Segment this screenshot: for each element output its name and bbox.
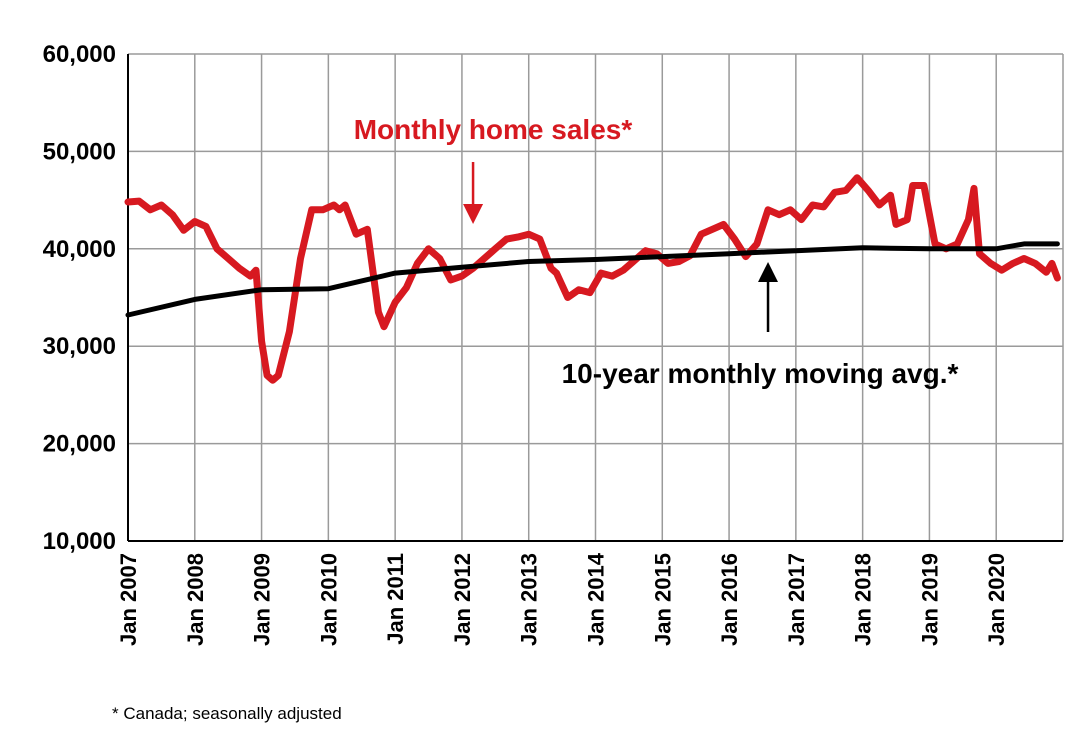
x-tick-label: Jan 2014 [584, 552, 609, 646]
annotation-layer: Monthly home sales* 10-year monthly movin… [354, 114, 959, 389]
y-tick-label: 20,000 [43, 431, 116, 458]
axis-layer: 10,000 20,000 30,000 40,000 50,000 60,000 Jan … [43, 41, 1063, 646]
x-tick-label: Jan 2009 [250, 553, 275, 646]
series-layer [124, 174, 1061, 384]
x-tick-label: Jan 2018 [851, 553, 876, 646]
x-tick-label: Jan 2017 [784, 553, 809, 646]
annotation-moving-average: 10-year monthly moving avg.* [562, 358, 959, 389]
y-tick-label: 50,000 [43, 138, 116, 165]
x-tick-label: Jan 2010 [316, 553, 341, 646]
y-tick-label: 10,000 [43, 528, 116, 555]
y-tick-label: 40,000 [43, 236, 116, 263]
x-tick-label: Jan 2007 [116, 553, 141, 646]
series-line-moving-average [125, 241, 1060, 318]
footnote: * Canada; seasonally adjusted [112, 704, 342, 723]
x-tick-label: Jan 2008 [183, 553, 208, 646]
x-tick-label: Jan 2020 [984, 553, 1009, 646]
x-tick-label: Jan 2013 [517, 553, 542, 646]
x-tick-label: Jan 2015 [650, 553, 675, 646]
x-tick-label: Jan 2019 [917, 553, 942, 646]
x-tick-label: Jan 2011 [383, 553, 408, 645]
grid-layer [127, 53, 1064, 542]
y-tick-label: 30,000 [43, 333, 116, 360]
x-tick-label: Jan 2012 [450, 553, 475, 646]
y-tick-label: 60,000 [43, 41, 116, 68]
series-line-monthly-home-sales [124, 174, 1061, 384]
x-tick-label: Jan 2016 [717, 553, 742, 646]
annotation-monthly-home-sales: Monthly home sales* [354, 114, 633, 145]
